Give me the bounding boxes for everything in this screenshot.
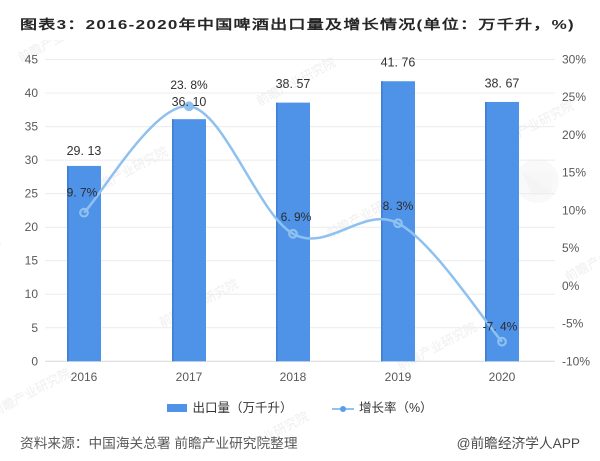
svg-text:20: 20 [25,220,39,234]
svg-text:6. 9%: 6. 9% [281,210,312,224]
svg-text:30%: 30% [562,53,586,67]
svg-text:25%: 25% [562,90,586,104]
svg-text:9. 7%: 9. 7% [67,186,98,200]
svg-text:0: 0 [31,354,38,368]
svg-text:0%: 0% [562,279,580,293]
svg-text:29. 13: 29. 13 [67,144,102,158]
svg-text:-10%: -10% [562,354,590,368]
svg-text:20%: 20% [562,128,586,142]
svg-text:41. 76: 41. 76 [381,56,416,70]
svg-text:15%: 15% [562,166,586,180]
svg-text:5%: 5% [562,241,580,255]
svg-text:25: 25 [25,187,39,201]
svg-text:10: 10 [25,287,39,301]
svg-text:2016: 2016 [71,370,98,384]
svg-text:-7. 4%: -7. 4% [483,319,518,333]
svg-text:2019: 2019 [385,370,412,384]
svg-text:10%: 10% [562,203,586,217]
svg-text:-5%: -5% [562,317,584,331]
svg-text:40: 40 [25,86,39,100]
svg-text:2017: 2017 [176,370,203,384]
svg-text:5: 5 [31,321,38,335]
svg-text:23. 8%: 23. 8% [170,78,208,92]
svg-text:38. 67: 38. 67 [485,77,520,91]
svg-text:15: 15 [25,254,39,268]
svg-text:38. 57: 38. 57 [276,77,311,91]
svg-text:2020: 2020 [489,370,516,384]
svg-text:2018: 2018 [280,370,307,384]
svg-text:45: 45 [25,53,39,67]
svg-text:35: 35 [25,120,39,134]
svg-text:36. 10: 36. 10 [172,95,207,109]
svg-text:8. 3%: 8. 3% [383,199,414,213]
svg-text:30: 30 [25,153,39,167]
